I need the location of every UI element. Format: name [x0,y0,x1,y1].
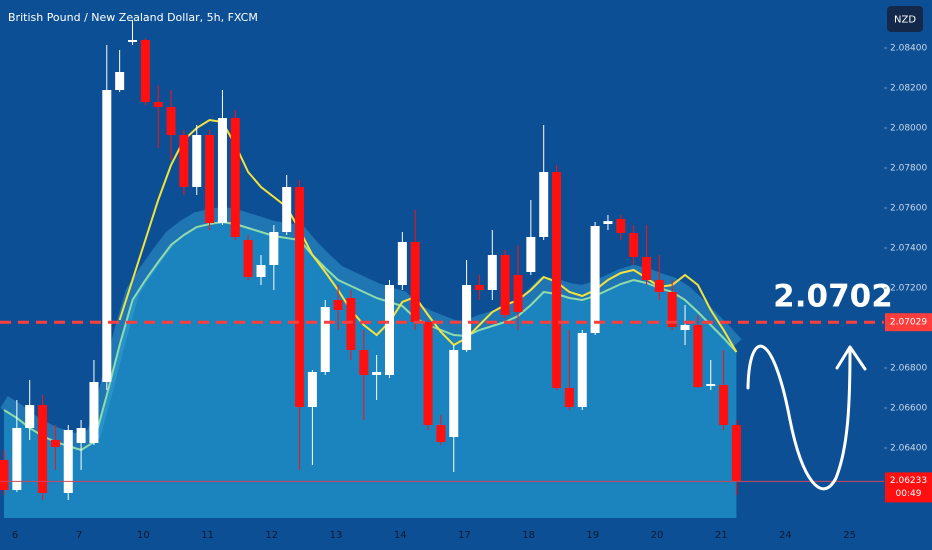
candle-body [50,440,60,447]
x-tick-label: 21 [715,530,728,541]
annotation: 2.0702 [773,279,893,315]
levels-layer: 2.07029 2.06233 00:49 [0,313,932,503]
x-tick-label: 11 [201,530,214,541]
x-tick-label: 13 [330,530,343,541]
x-tick-label: 25 [843,530,856,541]
candle-body [526,237,536,272]
candle-body [12,428,22,490]
candle-body [63,430,73,493]
x-tick-label: 18 [522,530,535,541]
candle-body [500,255,510,315]
candle-body [269,232,279,265]
candle-body [295,187,305,407]
candle-body [719,385,729,425]
candle-body [539,172,549,237]
last-price-box [885,472,932,503]
candle-body [629,233,639,257]
y-tick-label: 2.08200 [890,84,927,94]
countdown-label: 00:49 [896,489,922,499]
candle-body [102,90,112,382]
candle-body [397,242,407,285]
candle-body [410,242,420,322]
x-tick-label: 7 [76,530,82,541]
currency-button-label[interactable]: NZD [894,15,916,26]
candle-body [436,425,446,442]
candle-body [0,460,9,490]
candle-body [115,72,125,90]
candle-body [243,240,253,277]
candle-body [38,405,48,493]
candle-body [680,325,690,330]
candle-body [552,172,562,388]
candle-body [346,298,356,350]
y-tick-label: 2.08400 [890,44,927,54]
candle-body [230,118,240,237]
y-tick-label: 2.06600 [890,404,927,414]
currency-button[interactable] [887,6,923,32]
candle-body [706,384,716,386]
candle-body [359,350,369,375]
y-tick-label: 2.07400 [890,244,927,254]
candle-body [654,280,664,292]
candle-body [192,135,202,187]
candle-body [128,40,137,42]
y-tick-label: 2.06400 [890,444,927,454]
candle-body [667,292,677,327]
indicator-band [0,206,742,450]
candle-body [474,285,484,290]
x-tick-label: 14 [394,530,407,541]
candle-body [564,388,574,407]
candle-body [76,428,86,443]
y-tick-label: 2.08000 [890,124,927,134]
candle-body [153,102,163,107]
x-tick-label: 12 [265,530,278,541]
candle-body [282,187,292,232]
y-tick-label: 2.07800 [890,164,927,174]
y-tick-label: 2.07200 [890,284,927,294]
candle-body [385,285,394,375]
x-tick-label: 20 [651,530,664,541]
candle-body [89,382,99,443]
candle-body [693,325,703,387]
drawn-arrow [746,344,852,491]
candle-body [217,118,227,223]
candle-body [423,322,433,425]
candles-layer [0,20,741,500]
candle-body [166,107,176,135]
candle-body [372,372,382,375]
candle-body [577,333,587,407]
arrow-head [835,345,867,371]
level-price-box [885,313,932,332]
candle-body [449,350,459,437]
candle-body [307,372,317,407]
candle-body [487,255,497,290]
candle-body [205,135,215,223]
x-tick-label: 17 [458,530,471,541]
chart-title: British Pound / New Zealand Dollar, 5h, … [8,11,258,24]
candle-body [140,40,150,102]
candle-body [513,275,523,312]
candle-body [256,265,266,277]
candle-body [320,307,330,372]
candle-body [642,257,651,280]
candle-body [25,405,35,428]
x-tick-label: 19 [586,530,599,541]
candle-body [616,219,626,233]
candle-body [179,135,189,187]
x-tick-label: 10 [137,530,150,541]
x-tick-label: 24 [779,530,792,541]
candle-body [333,300,343,310]
candle-body [603,221,613,224]
candle-body [462,285,472,350]
candle-body [590,226,600,333]
y-tick-label: 2.07600 [890,204,927,214]
y-tick-label: 2.06800 [890,364,927,374]
last-price-label: 2.06233 [890,476,927,486]
x-tick-label: 6 [12,530,18,541]
candle-body [731,425,741,482]
level-price-label: 2.07029 [890,318,927,328]
